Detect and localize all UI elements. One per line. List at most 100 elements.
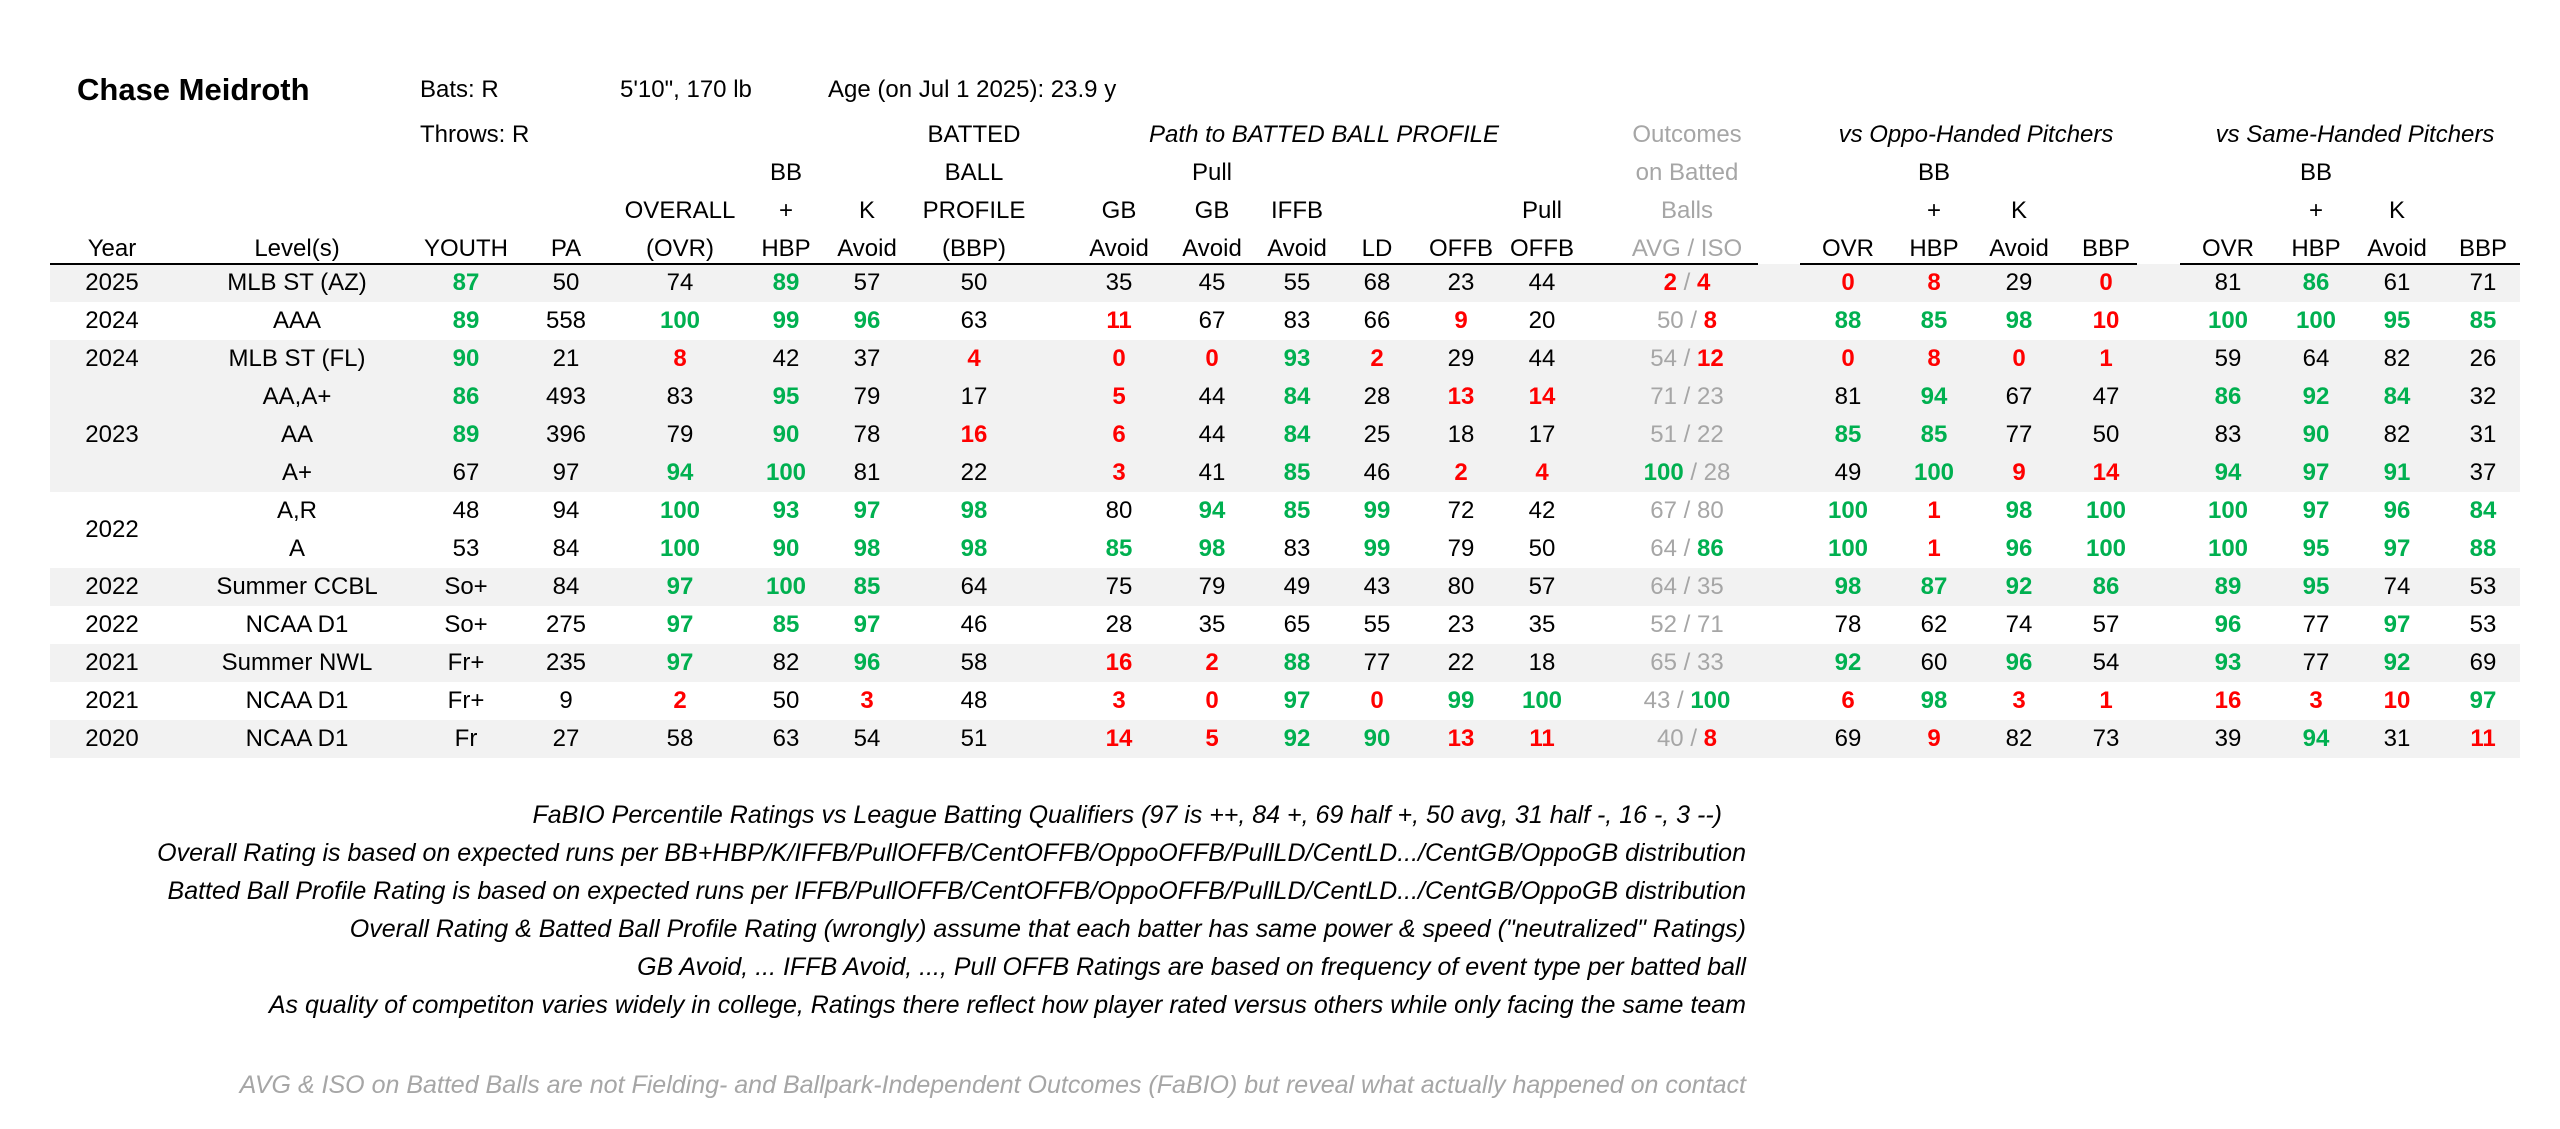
cell-s_ovr: 100: [2207, 307, 2249, 334]
cell-pa: 84: [552, 535, 580, 562]
cell-iso: 8: [1703, 725, 1718, 752]
column-header-ovr-line-4: (OVR): [646, 235, 714, 262]
cell-s_bbhbp: 64: [2302, 345, 2330, 372]
cell-gb: 75: [1105, 573, 1133, 600]
avg-iso-separator: /: [1683, 459, 1704, 486]
cell-year: 2021: [85, 649, 139, 676]
column-header-bbp-line-1: BATTED: [927, 121, 1021, 148]
column-header-s_k-line-3: K: [2388, 197, 2406, 224]
cell-o_k: 3: [2012, 687, 2026, 714]
cell-bbhbp: 93: [772, 497, 800, 524]
cell-avg: 64: [1650, 573, 1677, 600]
cell-avg: 54: [1650, 345, 1677, 372]
cell-kavoid: 81: [853, 459, 881, 486]
cell-ovr: 79: [666, 421, 694, 448]
cell-o_ovr: 92: [1834, 649, 1862, 676]
cell-iffb: 92: [1283, 725, 1311, 752]
cell-pullgb: 35: [1198, 611, 1226, 638]
cell-s_k: 61: [2383, 269, 2411, 296]
cell-avg: 100: [1643, 459, 1684, 486]
avg-iso-separator: /: [1676, 535, 1698, 562]
cell-o_bbp: 1: [2099, 345, 2113, 372]
column-header-offb-line-4: OFFB: [1429, 235, 1493, 262]
cell-o_bbp: 47: [2092, 383, 2120, 410]
cell-ovr: 97: [666, 573, 694, 600]
cell-avg-iso: 64 / 86: [1650, 535, 1723, 563]
cell-pa: 558: [545, 307, 587, 334]
cell-bbhbp: 89: [772, 269, 800, 296]
height-weight: 5'10", 170 lb: [620, 76, 752, 103]
cell-o_bbhbp: 1: [1927, 497, 1941, 524]
cell-o_bbp: 10: [2092, 307, 2120, 334]
cell-pa: 21: [552, 345, 580, 372]
oppo-group-header: vs Oppo-Handed Pitchers: [1838, 121, 2114, 148]
cell-o_k: 82: [2005, 725, 2033, 752]
cell-bbhbp: 42: [772, 345, 800, 372]
cell-bbp: 50: [960, 269, 988, 296]
cell-pulloffb: 57: [1528, 573, 1556, 600]
cell-s_k: 31: [2383, 725, 2411, 752]
column-header-o_ovr-line-4: OVR: [1821, 235, 1875, 262]
cell-o_bbp: 100: [2085, 535, 2127, 562]
cell-avg-iso: 65 / 33: [1650, 649, 1723, 677]
cell-o_k: 29: [2005, 269, 2033, 296]
throws-label: Throws: R: [420, 121, 530, 148]
cell-bbhbp: 90: [772, 535, 800, 562]
cell-pullgb: 44: [1198, 383, 1226, 410]
cell-pullgb: 45: [1198, 269, 1226, 296]
cell-iso: 35: [1697, 573, 1724, 600]
cell-avg: 52: [1650, 611, 1677, 638]
cell-s_bbhbp: 77: [2302, 611, 2330, 638]
row-stripe: [50, 264, 2520, 302]
cell-s_bbp: 53: [2469, 611, 2497, 638]
cell-o_bbhbp: 8: [1927, 269, 1941, 296]
cell-o_bbhbp: 85: [1920, 421, 1948, 448]
cell-o_ovr: 81: [1834, 383, 1862, 410]
cell-year: 2024: [85, 345, 139, 372]
cell-ovr: 100: [659, 535, 701, 562]
cell-level: NCAA D1: [245, 611, 349, 638]
cell-iffb: 85: [1283, 459, 1311, 486]
cell-avg: 40: [1656, 725, 1684, 752]
cell-iso: 86: [1697, 535, 1724, 562]
cell-o_bbhbp: 94: [1920, 383, 1948, 410]
cell-year: 2021: [85, 687, 139, 714]
cell-year: 2025: [85, 269, 139, 296]
cell-s_bbp: 85: [2469, 307, 2497, 334]
column-header-bbhbp-line-4: HBP: [761, 235, 811, 262]
cell-ld: 90: [1363, 725, 1391, 752]
cell-bbp: 98: [960, 535, 988, 562]
cell-year: 2020: [85, 725, 139, 752]
cell-s_bbhbp: 94: [2302, 725, 2330, 752]
cell-youth: 89: [452, 421, 480, 448]
cell-o_ovr: 98: [1834, 573, 1862, 600]
cell-offb: 18: [1447, 421, 1475, 448]
cell-s_bbhbp: 92: [2302, 383, 2330, 410]
cell-ld: 28: [1363, 383, 1391, 410]
cell-iso: 23: [1697, 383, 1724, 410]
cell-avg-iso: 64 / 35: [1650, 573, 1723, 601]
cell-year: 2023: [85, 421, 139, 448]
column-header-level-line-4: Level(s): [254, 235, 340, 262]
player-name: Chase Meidroth: [77, 72, 310, 107]
cell-bbhbp: 85: [772, 611, 800, 638]
cell-o_bbp: 0: [2099, 269, 2113, 296]
cell-bbp: 64: [960, 573, 988, 600]
cell-offb: 29: [1447, 345, 1475, 372]
path-group-header: Path to BATTED BALL PROFILE: [1149, 121, 1499, 148]
cell-pulloffb: 44: [1528, 269, 1556, 296]
cell-kavoid: 78: [853, 421, 881, 448]
cell-youth: 86: [452, 383, 480, 410]
cell-level: NCAA D1: [245, 687, 349, 714]
avg-iso-separator: /: [1676, 611, 1698, 638]
cell-youth: 67: [452, 459, 480, 486]
cell-pulloffb: 4: [1535, 459, 1549, 486]
row-stripe: [50, 340, 2520, 378]
cell-level: MLB ST (FL): [228, 345, 366, 372]
cell-kavoid: 85: [853, 573, 881, 600]
cell-gb: 3: [1112, 687, 1126, 714]
cell-o_ovr: 69: [1834, 725, 1862, 752]
cell-pa: 27: [552, 725, 580, 752]
column-header-s_bbhbp-line-2: BB: [2299, 159, 2333, 186]
cell-pa: 235: [545, 649, 587, 676]
